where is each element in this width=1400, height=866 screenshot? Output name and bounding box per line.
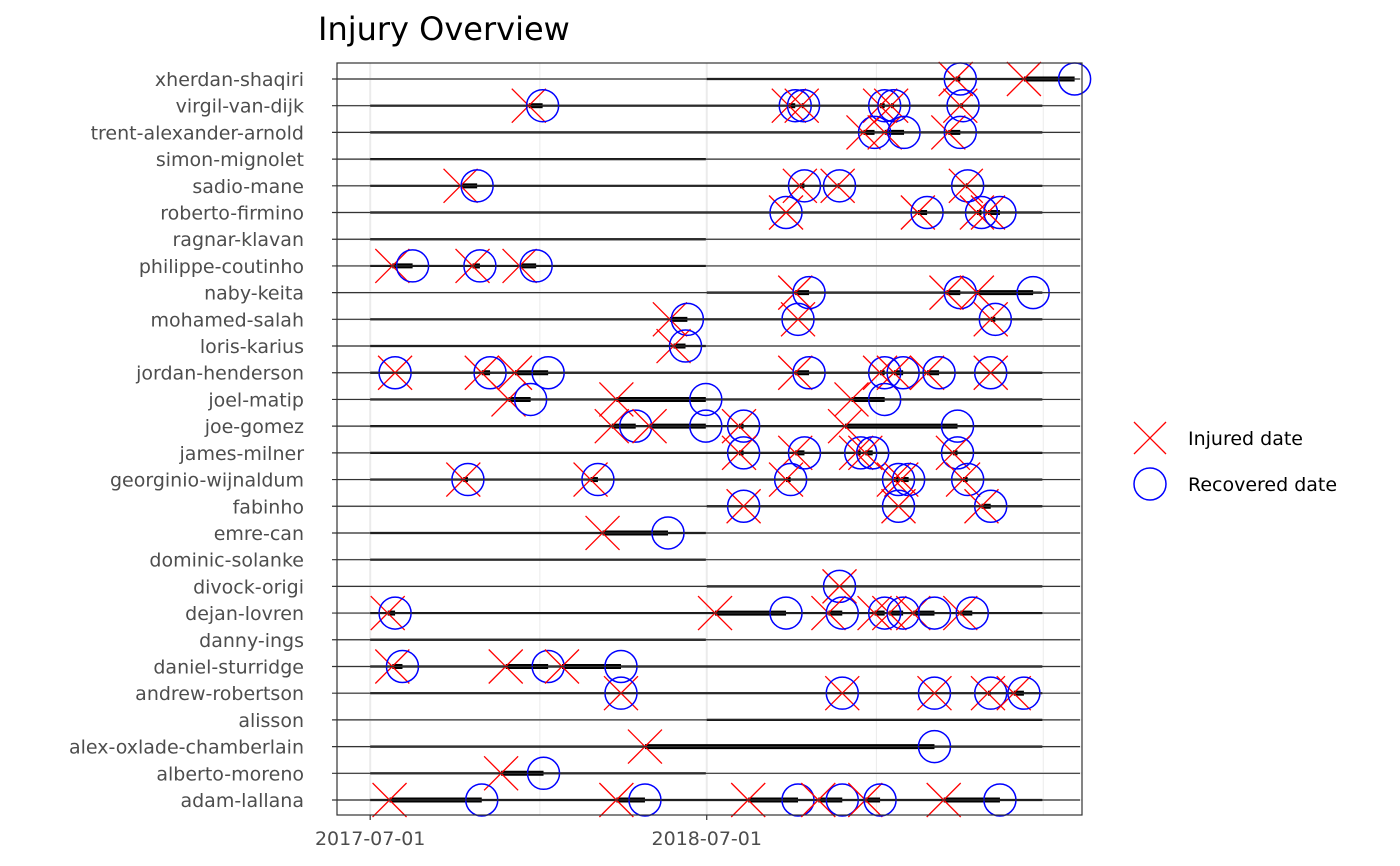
legend-entry-injured: Injured date — [1133, 421, 1303, 455]
y-tick-label: adam-lallana — [180, 790, 304, 812]
y-tick-label: dominic-solanke — [149, 550, 304, 572]
plot-panel — [337, 63, 1082, 815]
y-tick-label: sadio-mane — [192, 176, 304, 198]
legend-label-injured: Injured date — [1188, 428, 1303, 450]
y-tick-label: danny-ings — [199, 630, 304, 652]
legend-circle-icon — [1133, 467, 1167, 501]
y-tick-label: alisson — [238, 710, 304, 732]
legend-entry-recovered: Recovered date — [1133, 467, 1337, 501]
x-tick-label: 2018-07-01 — [652, 828, 762, 850]
y-tick-label: naby-keita — [204, 283, 304, 305]
y-tick-label: xherdan-shaqiri — [155, 69, 304, 91]
y-tick-label: ragnar-klavan — [172, 229, 304, 251]
y-tick-label: virgil-van-dijk — [176, 96, 304, 118]
y-tick-label: joe-gomez — [204, 416, 304, 438]
y-tick-label: philippe-coutinho — [139, 256, 304, 278]
x-axis: 2017-07-01 2018-07-01 — [315, 815, 762, 850]
y-tick-label: emre-can — [214, 523, 304, 545]
legend-label-recovered: Recovered date — [1188, 474, 1337, 496]
y-tick-label: divock-origi — [193, 576, 304, 598]
y-tick-label: alex-oxlade-chamberlain — [69, 737, 304, 759]
y-tick-label: james-milner — [179, 443, 305, 465]
y-tick-label: trent-alexander-arnold — [91, 122, 304, 144]
y-tick-label: loris-karius — [200, 336, 304, 358]
legend: Injured date Recovered date — [1133, 421, 1337, 501]
y-tick-label: georginio-wijnaldum — [110, 470, 304, 492]
plot-border — [336, 62, 1083, 816]
y-tick-label: alberto-moreno — [156, 763, 304, 785]
y-axis-labels: xherdan-shaqiri virgil-van-dijk trent-alex… — [69, 69, 1080, 812]
legend-cross-icon — [1133, 421, 1167, 455]
y-tick-label: fabinho — [233, 496, 304, 518]
y-tick-label: daniel-sturridge — [153, 656, 304, 678]
x-tick-label: 2017-07-01 — [315, 828, 425, 850]
y-tick-label: jordan-henderson — [135, 363, 304, 385]
chart-title: Injury Overview — [318, 10, 570, 48]
y-tick-label: andrew-robertson — [135, 683, 304, 705]
y-tick-label: dejan-lovren — [185, 603, 304, 625]
y-tick-label: mohamed-salah — [151, 309, 304, 331]
y-tick-label: joel-matip — [207, 389, 304, 411]
y-tick-label: roberto-firmino — [160, 203, 304, 225]
y-tick-label: simon-mignolet — [156, 149, 304, 171]
